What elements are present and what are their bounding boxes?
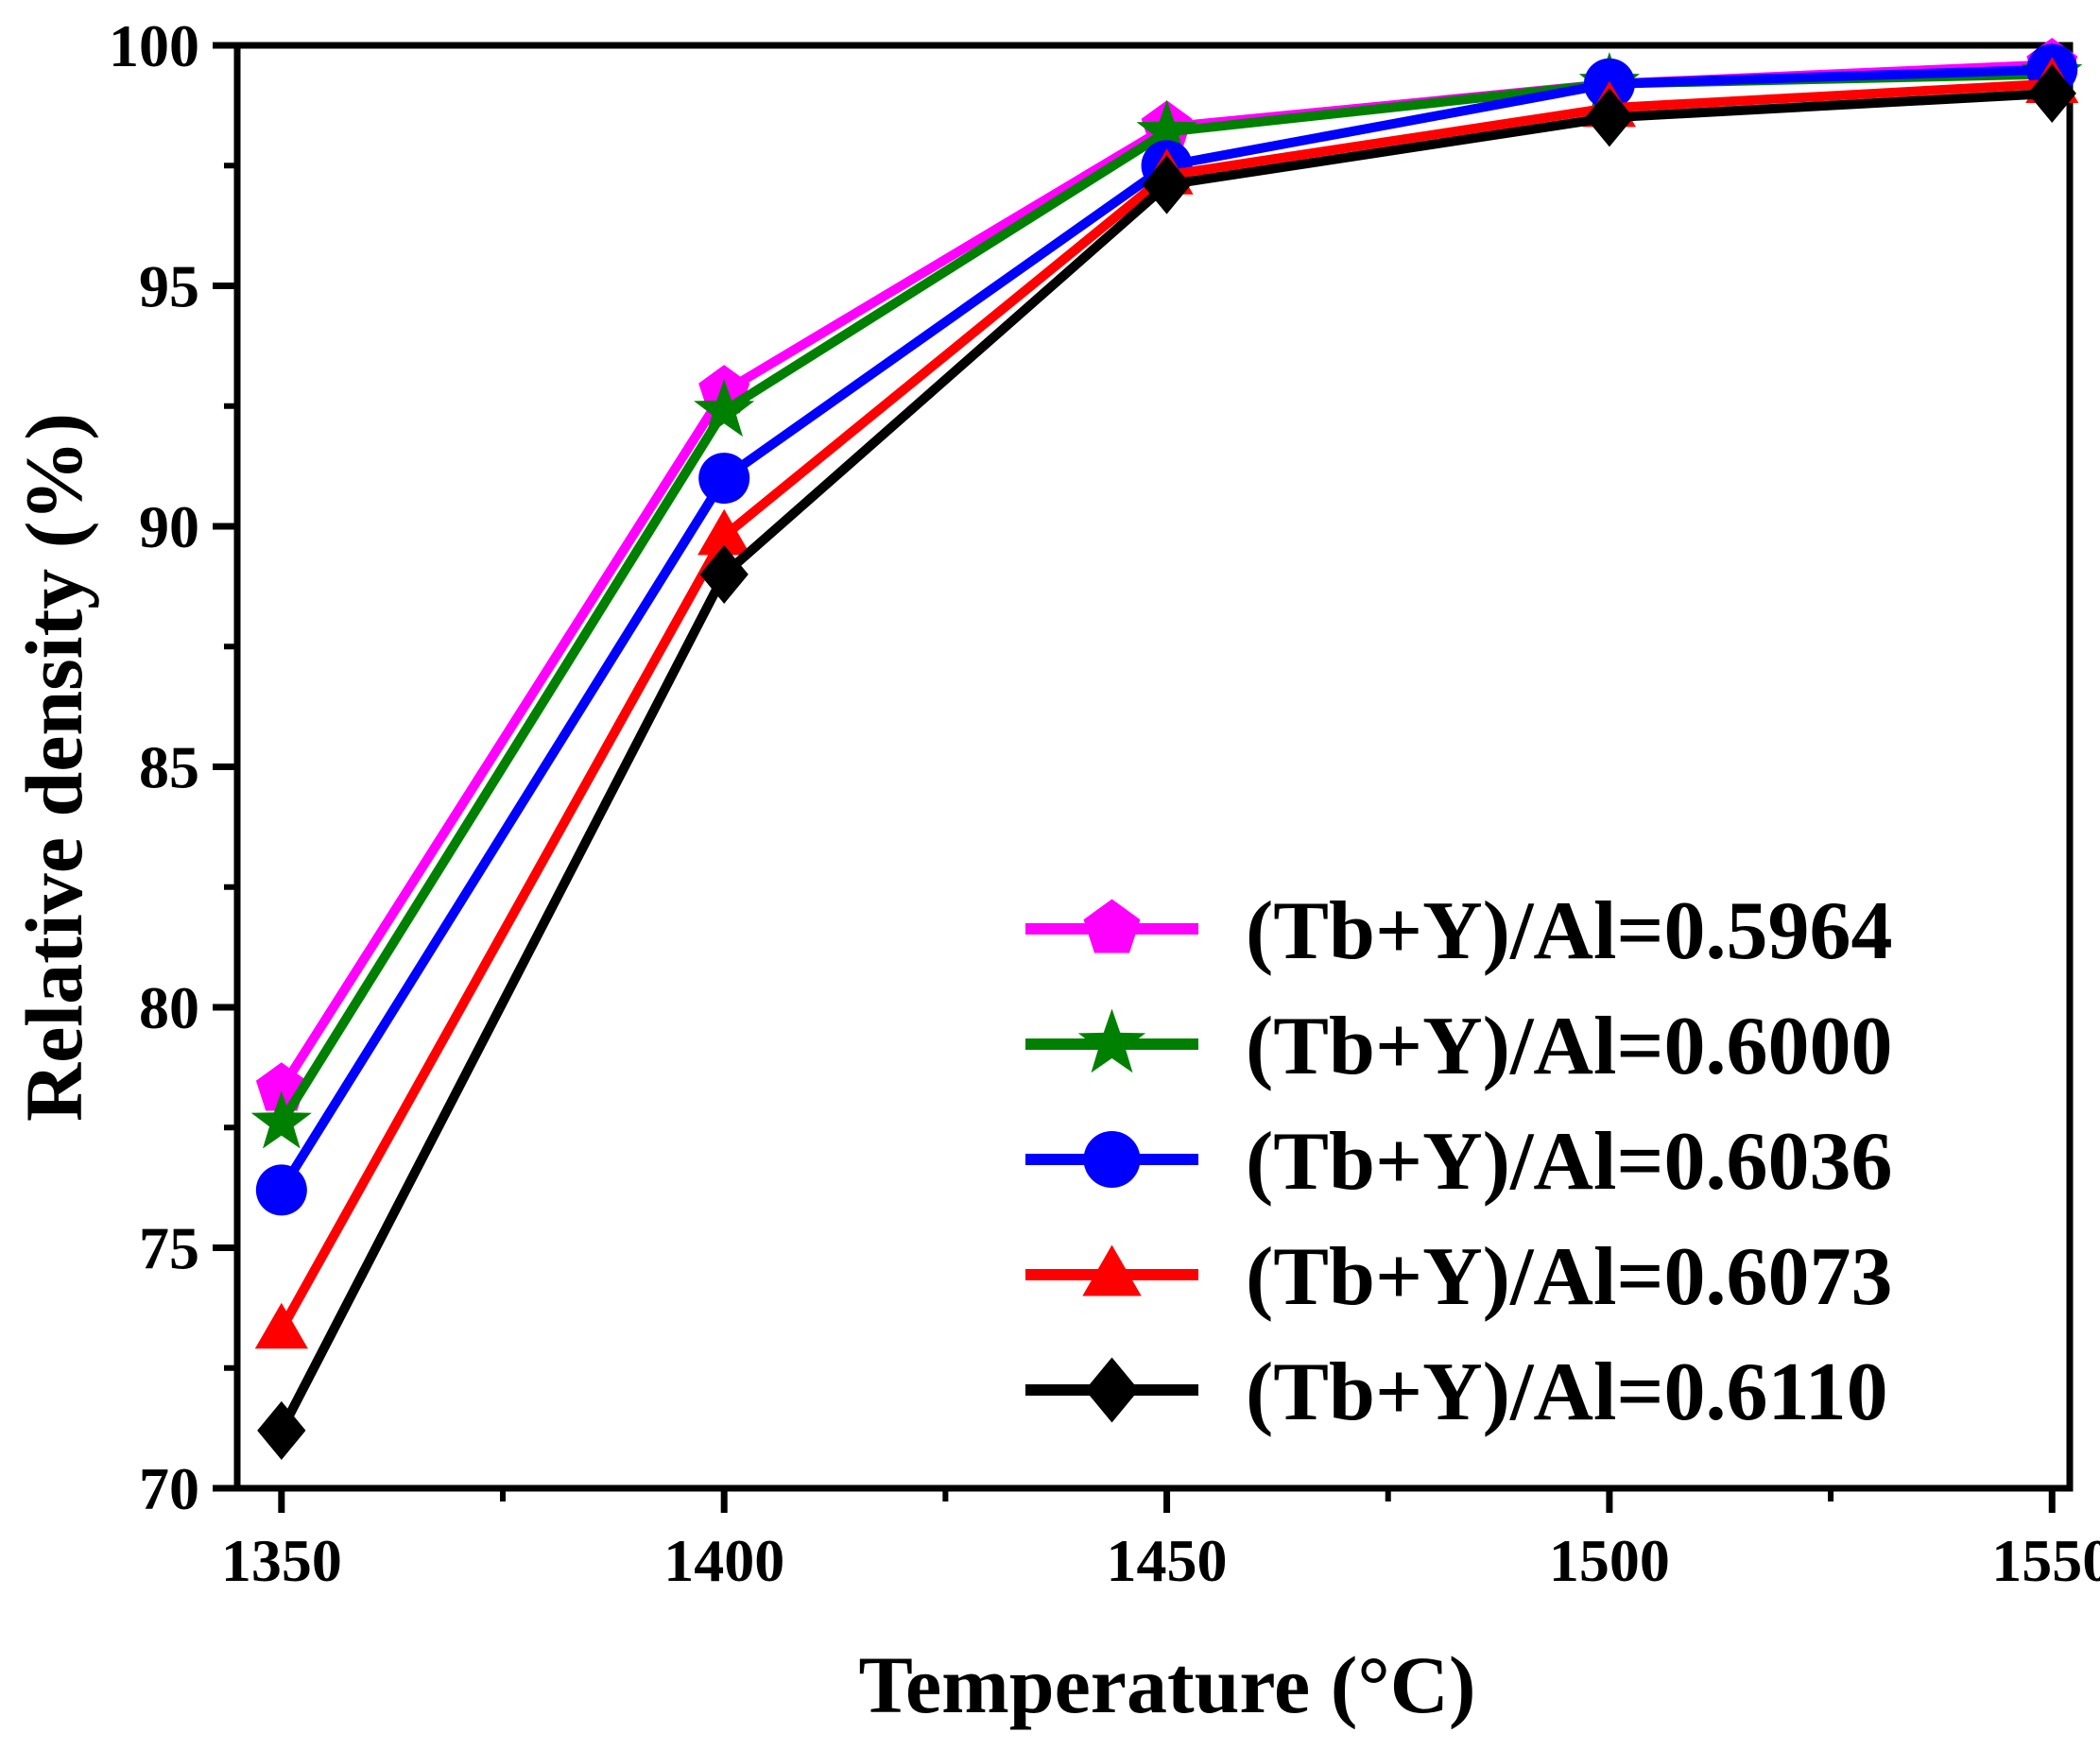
legend-marker — [1082, 1244, 1142, 1296]
x-axis-label: Temperature (°C) — [859, 1639, 1476, 1730]
legend-label: (Tb+Y)/Al=0.6073 — [1246, 1231, 1893, 1323]
y-tick-label: 90 — [139, 493, 199, 560]
data-point — [698, 453, 750, 505]
legend-label: (Tb+Y)/Al=0.5964 — [1246, 885, 1893, 977]
data-point — [255, 1164, 307, 1216]
legend-marker — [1077, 1008, 1146, 1073]
data-point — [254, 1302, 308, 1349]
y-tick-label: 75 — [139, 1215, 199, 1282]
legend-label: (Tb+Y)/Al=0.6000 — [1246, 1001, 1893, 1092]
x-tick-label: 1500 — [1549, 1527, 1670, 1594]
y-tick-label: 85 — [139, 734, 199, 801]
series-layer — [250, 38, 2083, 1460]
data-point — [257, 1400, 306, 1460]
x-tick-label: 1450 — [1107, 1527, 1228, 1594]
data-point — [1585, 88, 1634, 147]
data-point — [699, 544, 749, 604]
legend-marker — [1083, 1131, 1141, 1188]
series-5 — [257, 63, 2076, 1460]
data-point — [1136, 99, 1197, 158]
y-tick-label: 80 — [139, 974, 199, 1041]
x-tick-label: 1400 — [663, 1527, 784, 1594]
legend-entry: (Tb+Y)/Al=0.5964 — [1025, 885, 1893, 977]
legend-entry: (Tb+Y)/Al=0.6036 — [1025, 1116, 1893, 1208]
data-point — [694, 379, 755, 438]
legend-marker — [1085, 1357, 1139, 1423]
y-tick-label: 100 — [109, 12, 199, 79]
data-point — [1142, 155, 1192, 214]
data-point — [2027, 63, 2076, 123]
legend-entry: (Tb+Y)/Al=0.6000 — [1025, 1001, 1893, 1092]
legend: (Tb+Y)/Al=0.5964 (Tb+Y)/Al=0.6000 (Tb+Y)/A… — [1025, 885, 1893, 1438]
x-tick-label: 1550 — [1991, 1527, 2100, 1594]
y-tick-label: 70 — [139, 1455, 199, 1522]
legend-entry: (Tb+Y)/Al=0.6073 — [1025, 1231, 1893, 1323]
legend-label: (Tb+Y)/Al=0.6110 — [1246, 1347, 1888, 1438]
legend-label: (Tb+Y)/Al=0.6036 — [1246, 1116, 1893, 1208]
data-point — [697, 508, 751, 556]
legend-entry: (Tb+Y)/Al=0.6110 — [1025, 1347, 1888, 1438]
legend-marker — [1083, 899, 1141, 953]
x-tick-label: 1350 — [221, 1527, 342, 1594]
axes: 1350 1400 1450 1500 1550 70 75 80 85 90 95 100 — [109, 12, 2100, 1594]
y-tick-label: 95 — [139, 253, 199, 320]
y-axis-label: Relative density (%) — [9, 413, 99, 1122]
data-point — [250, 1090, 312, 1149]
